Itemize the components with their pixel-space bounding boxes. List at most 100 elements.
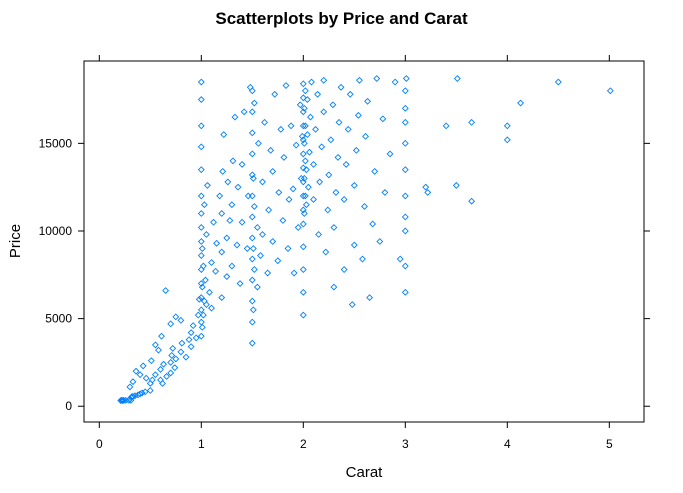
data-point <box>401 139 409 147</box>
data-point <box>422 183 430 191</box>
data-point <box>299 206 307 214</box>
data-point <box>348 301 356 309</box>
data-point <box>325 171 333 179</box>
data-point <box>248 150 256 158</box>
data-point <box>197 78 205 86</box>
data-point <box>248 192 256 200</box>
data-point <box>120 396 128 404</box>
data-point <box>197 224 205 231</box>
data-point <box>197 294 205 302</box>
data-point <box>299 80 307 88</box>
data-point <box>606 87 614 95</box>
data-point <box>340 196 348 203</box>
data-point <box>292 141 300 149</box>
data-point <box>147 357 155 365</box>
data-point <box>503 122 511 130</box>
y-tick-label: 0 <box>65 399 72 413</box>
data-point <box>197 318 205 326</box>
data-point <box>119 397 127 404</box>
data-point <box>324 206 332 214</box>
data-point <box>223 273 231 280</box>
data-point <box>248 129 256 137</box>
data-point <box>361 203 368 210</box>
x-tick-label: 5 <box>606 437 613 451</box>
data-point <box>401 213 409 221</box>
data-point <box>299 220 307 228</box>
data-point <box>233 241 241 249</box>
data-point <box>218 248 226 256</box>
data-point <box>172 313 180 321</box>
data-point <box>315 231 323 238</box>
data-point <box>250 203 258 210</box>
data-point <box>148 376 156 384</box>
data-point <box>131 392 139 400</box>
data-point <box>197 332 205 340</box>
data-point <box>182 353 190 361</box>
data-point <box>197 166 205 174</box>
data-point <box>401 166 409 174</box>
data-point <box>220 131 228 139</box>
data-point <box>301 192 309 200</box>
data-point <box>264 269 272 277</box>
data-point <box>299 94 307 102</box>
data-point <box>346 90 354 98</box>
y-tick-label: 10000 <box>39 224 73 238</box>
data-point <box>267 146 275 154</box>
data-point <box>177 316 185 324</box>
data-point <box>442 122 450 130</box>
data-point <box>257 252 264 259</box>
data-point <box>202 231 210 238</box>
data-point <box>171 364 179 372</box>
x-tick-label: 2 <box>300 437 307 451</box>
data-point <box>197 143 205 151</box>
data-point <box>359 255 366 263</box>
data-point <box>187 329 195 337</box>
data-point <box>327 136 335 144</box>
data-point <box>402 75 410 82</box>
data-point <box>139 362 147 370</box>
data-point <box>168 351 176 359</box>
data-point <box>401 227 409 235</box>
data-point <box>169 344 177 352</box>
y-tick-label: 15000 <box>39 136 73 150</box>
data-point <box>299 243 307 251</box>
data-point <box>226 217 234 224</box>
x-tick-label: 1 <box>198 437 205 451</box>
data-point <box>300 139 308 147</box>
data-point <box>248 318 256 326</box>
x-tick-label: 4 <box>504 437 511 451</box>
data-point <box>259 178 266 186</box>
data-point <box>210 218 217 226</box>
data-point <box>146 387 154 394</box>
data-point <box>250 266 258 273</box>
plot-frame <box>83 60 645 423</box>
data-point <box>167 369 175 377</box>
data-point <box>197 238 205 245</box>
data-point <box>287 122 295 130</box>
data-point <box>310 160 317 168</box>
data-point <box>386 150 394 158</box>
data-point <box>151 371 159 379</box>
data-point <box>240 108 248 116</box>
data-point <box>197 266 205 273</box>
data-point <box>320 108 328 116</box>
x-axis: 0 1 2 3 4 5 <box>96 55 613 451</box>
data-point <box>299 266 307 273</box>
data-point <box>223 234 231 242</box>
data-point <box>253 283 261 291</box>
data-point <box>299 311 307 319</box>
data-point <box>236 280 244 287</box>
data-point <box>369 220 377 228</box>
data-point <box>136 390 144 398</box>
data-point <box>277 125 285 133</box>
data-point <box>197 96 205 103</box>
data-point <box>320 76 328 84</box>
data-point <box>401 104 409 112</box>
data-point <box>468 118 476 126</box>
data-point <box>248 234 256 242</box>
data-point <box>244 192 252 200</box>
data-point <box>129 378 137 386</box>
data-point <box>249 174 257 182</box>
data-point <box>401 118 409 126</box>
